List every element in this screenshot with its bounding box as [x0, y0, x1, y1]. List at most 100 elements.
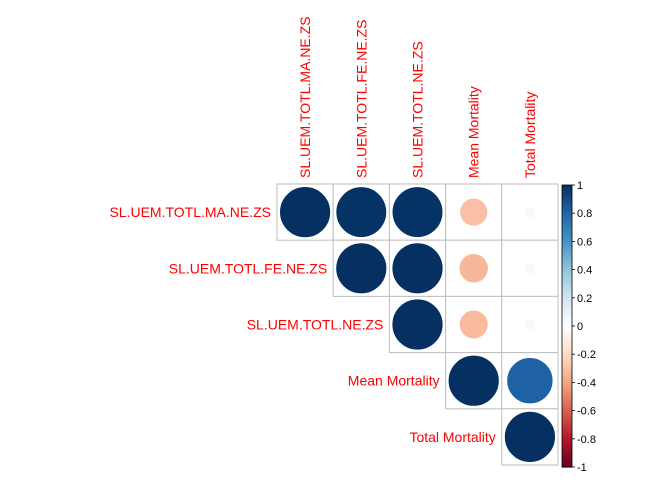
colorbar-segment [562, 297, 572, 302]
colorbar-tick-label: -0.4 [577, 377, 596, 389]
colorbar-segment [562, 280, 572, 285]
colorbar-tick-label: -0.2 [577, 349, 596, 361]
colorbar-segment [562, 388, 572, 392]
colorbar-segment [562, 218, 572, 223]
colorbar-segment [562, 249, 572, 254]
colorbar-segment [562, 438, 572, 443]
colorbar-segment [562, 286, 572, 290]
colorbar-segment [562, 416, 572, 420]
colorbar-segment [562, 447, 572, 451]
column-label-mean-mortality: Mean Mortality [466, 86, 482, 178]
colorbar-segment [562, 266, 572, 271]
colorbar-segment [562, 241, 572, 245]
colorbar-segment [562, 187, 572, 192]
corr-circle-total-mortality-total-mortality [504, 410, 556, 463]
colorbar-segment [562, 309, 572, 313]
column-label-sl-uem-totl-ma-ne-zs: SL.UEM.TOTL.MA.NE.ZS [297, 16, 313, 178]
colorbar-segment [562, 452, 572, 457]
colorbar-segment [562, 396, 572, 400]
colorbar-segment [562, 317, 572, 321]
colorbar-segment [562, 407, 572, 412]
colorbar-segment [562, 204, 572, 209]
corr-circle-sl-uem-totl-ne-zs-total-mortality [523, 318, 537, 331]
corr-circle-sl-uem-totl-ma-ne-zs-mean-mortality [459, 197, 489, 227]
colorbar-tick-label: -0.8 [577, 434, 596, 446]
colorbar-segment [562, 311, 572, 316]
column-label-sl-uem-totl-fe-ne-zs: SL.UEM.TOTL.FE.NE.ZS [353, 20, 369, 178]
colorbar-segment [562, 373, 572, 378]
colorbar-segment [562, 413, 572, 417]
row-label-total-mortality: Total Mortality [409, 429, 495, 445]
colorbar-segment [562, 357, 572, 361]
colorbar-segment [562, 340, 572, 344]
colorbar-segment [562, 278, 572, 282]
colorbar-segment [562, 402, 572, 406]
colorbar-segment [562, 201, 572, 206]
corr-circle-sl-uem-totl-fe-ne-zs-sl-uem-totl-ne-zs [391, 242, 444, 295]
colorbar-segment [562, 190, 572, 195]
colorbar-segment [562, 300, 572, 305]
colorbar-segment [562, 404, 572, 409]
column-label-total-mortality: Total Mortality [522, 92, 538, 178]
colorbar-segment [562, 450, 572, 454]
colorbar-segment [562, 199, 572, 203]
corr-circle-sl-uem-totl-ne-zs-sl-uem-totl-ne-zs [391, 298, 444, 351]
corr-circle-sl-uem-totl-fe-ne-zs-total-mortality [523, 262, 537, 275]
colorbar-segment [562, 390, 572, 395]
colorbar-segment [562, 196, 572, 200]
colorbar-segment [562, 247, 572, 251]
colorbar-segment [562, 433, 572, 437]
colorbar: -1 -0.8 -0.6 -0.4 -0.2 0 0.2 0.4 0.6 0.8 1 [561, 180, 596, 474]
colorbar-segment [562, 258, 572, 262]
colorbar-segment [562, 207, 572, 211]
colorbar-segment [562, 292, 572, 296]
colorbar-segment [562, 337, 572, 341]
colorbar-segment [562, 461, 572, 465]
corr-circle-sl-uem-totl-fe-ne-zs-sl-uem-totl-fe-ne-zs [335, 242, 388, 295]
colorbar-segment [562, 275, 572, 279]
row-label-sl-uem-totl-ma-ne-zs: SL.UEM.TOTL.MA.NE.ZS [109, 204, 271, 220]
colorbar-segment [562, 261, 572, 265]
colorbar-segment [562, 263, 572, 268]
colorbar-segment [562, 458, 572, 462]
circle-layer [279, 186, 556, 463]
corr-circle-mean-mortality-mean-mortality [447, 354, 500, 407]
colorbar-segment [562, 210, 572, 214]
colorbar-segment [562, 376, 572, 381]
row-label-sl-uem-totl-fe-ne-zs: SL.UEM.TOTL.FE.NE.ZS [169, 260, 327, 276]
colorbar-segment [562, 435, 572, 440]
colorbar-segment [562, 213, 572, 217]
corr-circle-sl-uem-totl-ma-ne-zs-sl-uem-totl-fe-ne-zs [335, 186, 388, 238]
colorbar-segment [562, 399, 572, 403]
colorbar-segment [562, 345, 572, 350]
colorbar-segment [562, 444, 572, 448]
colorbar-segment [562, 252, 572, 257]
colorbar-segment [562, 224, 572, 228]
colorbar-segment [562, 410, 572, 415]
colorbar-segment [562, 283, 572, 288]
row-label-mean-mortality: Mean Mortality [348, 373, 440, 389]
colorbar-segment [562, 382, 572, 386]
column-labels: SL.UEM.TOTL.MA.NE.ZS SL.UEM.TOTL.FE.NE.ZS… [297, 16, 538, 178]
colorbar-segment [562, 393, 572, 398]
colorbar-segment [562, 455, 572, 460]
row-label-sl-uem-totl-ne-zs: SL.UEM.TOTL.NE.ZS [247, 317, 384, 333]
colorbar-segment [562, 424, 572, 429]
colorbar-segment [562, 368, 572, 372]
colorbar-segment [562, 289, 572, 293]
colorbar-tick-label: 0.4 [577, 265, 592, 277]
corr-circle-sl-uem-totl-ma-ne-zs-sl-uem-totl-ma-ne-zs [279, 186, 332, 239]
corr-circle-sl-uem-totl-ne-zs-mean-mortality [458, 309, 489, 340]
colorbar-segment [562, 303, 572, 307]
corr-circle-sl-uem-totl-fe-ne-zs-mean-mortality [458, 253, 489, 284]
colorbar-segment [562, 441, 572, 446]
colorbar-segment [562, 430, 572, 434]
colorbar-segment [562, 230, 572, 234]
column-label-sl-uem-totl-ne-zs: SL.UEM.TOTL.NE.ZS [410, 41, 426, 178]
colorbar-segment [562, 348, 572, 352]
colorbar-segment [562, 354, 572, 358]
colorbar-segment [562, 379, 572, 383]
colorbar-segment [562, 334, 572, 338]
colorbar-segment [562, 314, 572, 319]
